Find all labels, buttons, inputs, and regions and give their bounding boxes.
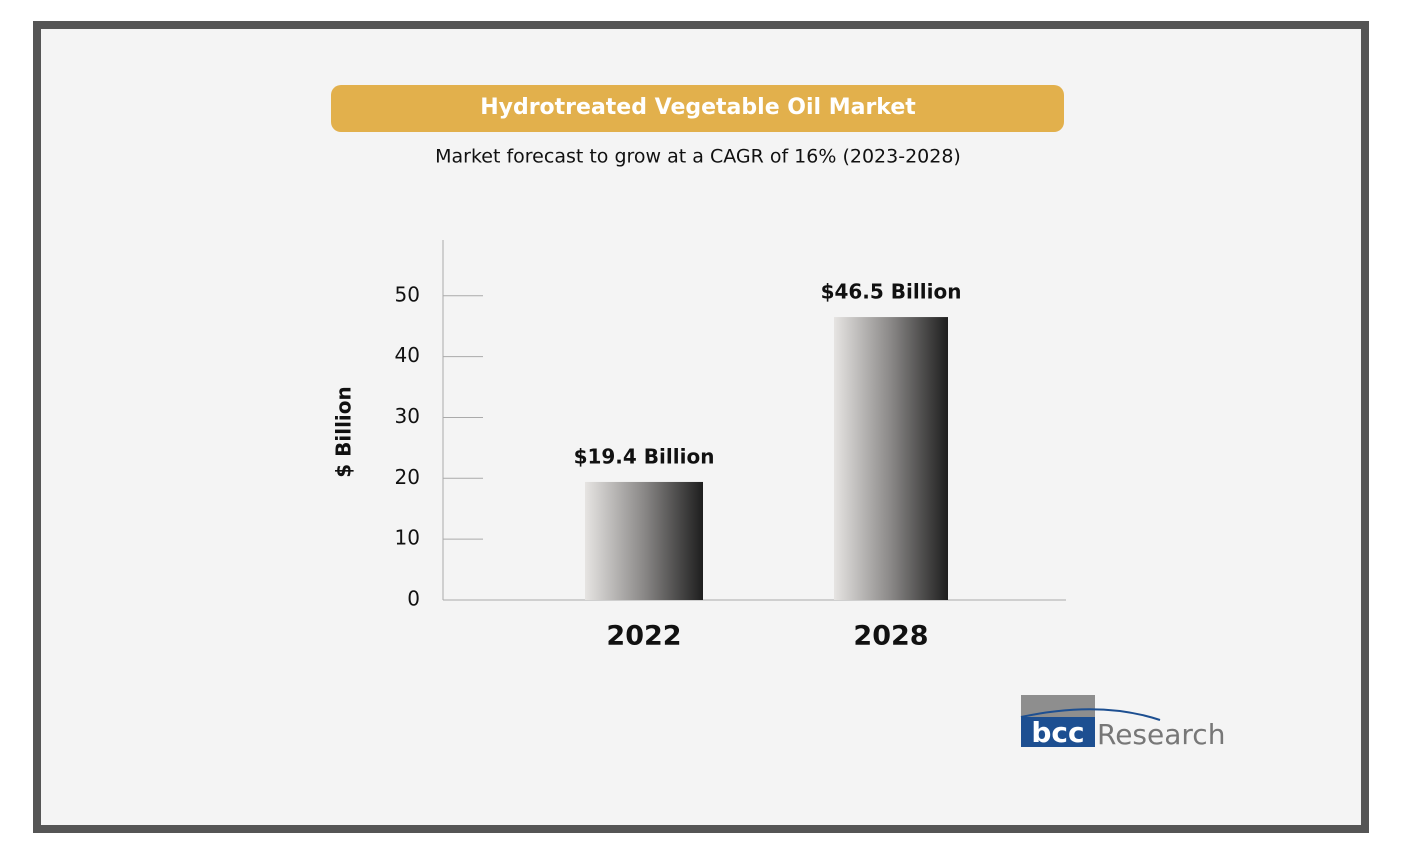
y-tick-label: 30 [395, 404, 420, 428]
x-tick-label: 2022 [606, 621, 681, 652]
y-tick-label: 20 [395, 465, 420, 489]
logo-top [1021, 695, 1095, 717]
y-axis-label: $ Billion [332, 386, 356, 478]
bar [834, 317, 948, 600]
x-tick-label: 2028 [853, 621, 928, 652]
chart-subtitle: Market forecast to grow at a CAGR of 16%… [435, 146, 961, 168]
value-label: $19.4 Billion [574, 444, 715, 468]
y-tick-label: 10 [395, 526, 420, 550]
panel [41, 29, 1361, 825]
title-banner [331, 85, 1064, 132]
y-tick-label: 50 [395, 282, 420, 306]
y-tick-label: 0 [407, 587, 420, 611]
logo-box [1021, 717, 1095, 747]
logo-text: Research [1097, 718, 1225, 751]
logo-mark: bcc [1031, 716, 1084, 749]
y-tick-label: 40 [395, 343, 420, 367]
logo-swoosh [1020, 708, 1161, 721]
bar [585, 481, 703, 600]
chart-title: Hydrotreated Vegetable Oil Market [480, 95, 916, 120]
value-label: $46.5 Billion [821, 280, 962, 304]
